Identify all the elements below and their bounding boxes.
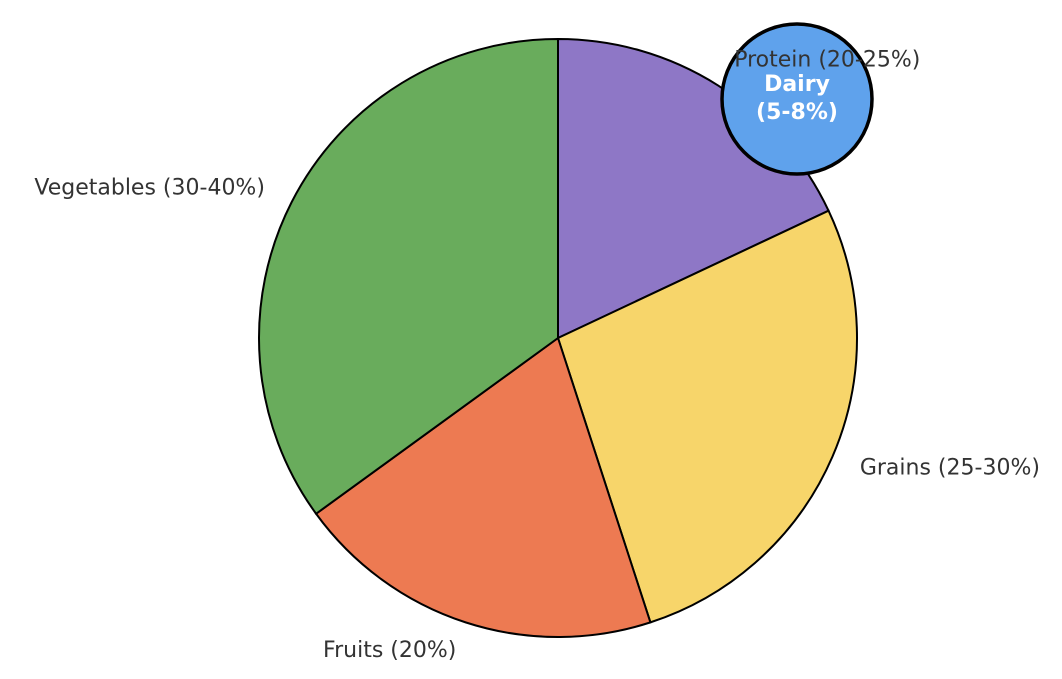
pie-slice <box>258 37 559 516</box>
pie <box>258 37 858 638</box>
labels: Protein (20-25%) Grains (25-30%) Fruits (2… <box>34 47 1040 663</box>
pie-slice <box>314 336 652 638</box>
dairy-label: (5-8%) <box>756 100 838 125</box>
slice-label: Vegetables (30-40%) <box>34 176 265 201</box>
slice-label: Grains (25-30%) <box>860 456 1040 481</box>
slice-label: Fruits (20%) <box>323 638 456 663</box>
dairy-label: Dairy <box>764 72 830 97</box>
dairy-circle <box>720 22 874 176</box>
pie-slice <box>557 37 830 340</box>
pie-slice <box>556 209 858 624</box>
slice-label: Protein (20-25%) <box>734 47 920 72</box>
